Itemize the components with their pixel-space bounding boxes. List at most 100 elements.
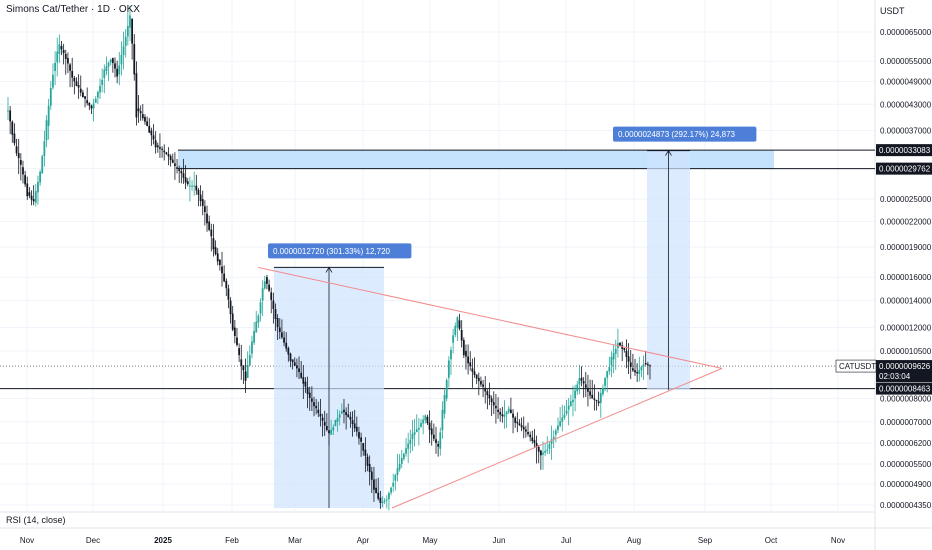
candle-body [298,368,300,373]
price-labels: 0.0000012720 (301.33%) 12,720 0.000002487… [268,126,932,395]
candle-body [439,432,442,449]
candle-body [7,110,9,112]
candle-body [54,62,56,72]
candle-body [69,64,71,71]
x-tick-label: May [422,536,437,545]
candle-body [82,92,84,98]
candle-body [383,500,386,502]
candle-body [208,221,211,230]
candle-body [471,368,474,372]
candle-body [631,368,634,371]
candle-body [73,77,76,82]
candle-body [432,434,435,439]
candle-body [171,159,174,163]
candle-body [17,153,20,159]
candle-body [469,362,472,367]
y-tick-label: 0.0000022000 [880,217,932,226]
candle-body [370,471,373,480]
candle-body [203,206,206,213]
candle-body [396,468,399,475]
candle-body [197,190,200,195]
y-tick-label: 0.0000043000 [880,100,932,109]
candle-body [77,85,80,88]
candle-body [214,247,217,255]
candle-body [539,450,542,456]
candle-body [19,160,22,165]
candle-body [501,414,504,417]
price-label-bg [876,144,932,157]
candle-body [417,427,420,430]
resistance-zone [178,150,774,169]
y-tick-label: 0.0000006200 [880,439,932,448]
candle-body [272,300,275,309]
candle-body [30,195,33,200]
candle-body [24,175,27,185]
candle-body [71,71,74,78]
candle-body [533,440,536,443]
candle-body [634,370,636,373]
candle-body [358,432,360,439]
candle-body [52,74,54,88]
candle-body [364,449,367,456]
candles [7,5,651,511]
candle-body [576,384,579,392]
x-tick-label: Sep [698,536,713,545]
candle-body [133,44,136,75]
candle-body [625,350,628,357]
candle-body [263,281,266,289]
candle-body [619,342,621,346]
candle-body [411,433,414,440]
candle-body [291,359,294,363]
candle-body [642,364,645,367]
candle-body [510,409,512,414]
candle-body [62,49,65,54]
candle-body [39,171,41,183]
rsi-indicator-label[interactable]: RSI (14, close) [6,515,66,525]
y-tick-label: 0.0000049000 [880,77,932,86]
candle-body [32,199,35,202]
candle-body [593,398,596,400]
candle-body [441,409,444,431]
candle-body [276,318,279,328]
candle-body [116,68,119,77]
candle-body [11,121,14,135]
candle-body [490,398,493,403]
candle-body [285,342,288,349]
candle-body [345,412,348,416]
candle-body [392,482,395,487]
candle-body [612,352,615,360]
candle-body [124,36,127,47]
candle-body [315,405,318,409]
candle-body [9,110,12,122]
measure-label-bg [613,126,757,142]
candle-body [236,337,238,345]
price-label-bg [876,162,932,175]
candle-body [120,54,123,65]
candle-body [114,63,116,69]
candle-body [565,410,568,414]
candle-body [49,87,52,106]
candle-body [351,420,354,424]
candle-body [176,167,178,169]
candle-body [548,444,551,449]
y-tick-label: 0.0000025000 [880,195,932,204]
candle-body [428,422,431,430]
candle-body [122,46,125,55]
candle-body [484,387,487,392]
candle-body [101,79,104,86]
candle-body [212,238,215,250]
candle-body [375,487,377,493]
candle-body [531,437,534,441]
candle-body [268,284,270,291]
candle-body [574,390,576,399]
candle-body [636,372,639,374]
candle-body [144,116,146,122]
candle-body [520,425,523,428]
candle-body [259,302,262,314]
candle-body [454,325,457,335]
candle-body [597,401,600,404]
candle-body [79,88,82,93]
candle-body [135,73,138,118]
candle-body [430,428,433,435]
